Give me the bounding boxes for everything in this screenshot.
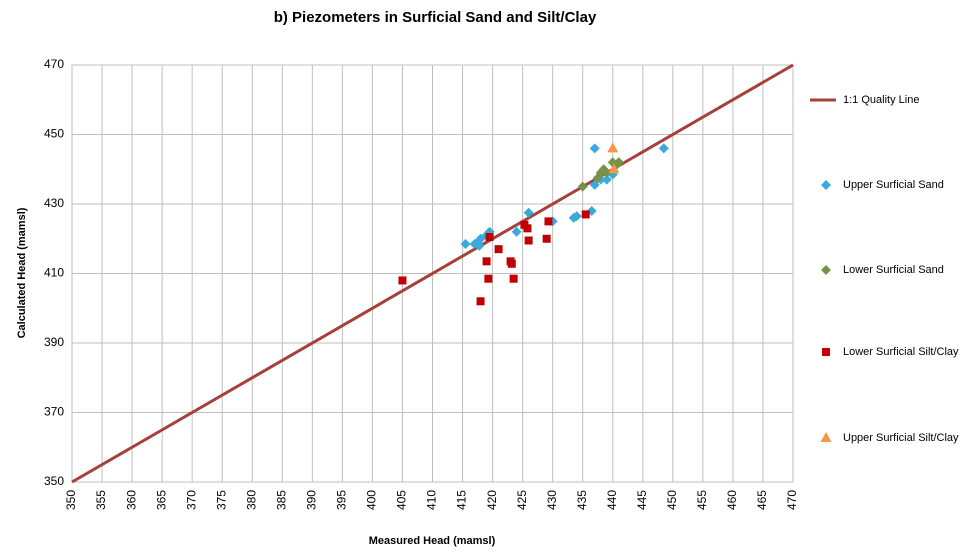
legend-label: 1:1 Quality Line: [843, 94, 919, 106]
point: [507, 259, 516, 268]
x-tick-label: 365: [154, 490, 168, 510]
point: [511, 226, 522, 237]
x-tick-label: 425: [515, 490, 529, 510]
x-tick-label: 420: [485, 490, 499, 510]
x-tick-label: 350: [64, 490, 78, 510]
x-tick-label: 450: [665, 490, 679, 510]
point: [581, 210, 590, 219]
x-tick-label: 385: [274, 490, 288, 510]
x-tick-label: 410: [425, 490, 439, 510]
x-tick-label: 430: [545, 490, 559, 510]
y-tick-label: 430: [44, 196, 64, 210]
point: [613, 157, 624, 168]
legend-swatch: [820, 432, 832, 442]
legend-label: Upper Surficial Sand: [843, 179, 944, 191]
chart-title: b) Piezometers in Surficial Sand and Sil…: [274, 9, 597, 26]
y-tick-label: 350: [44, 474, 64, 488]
x-tick-label: 415: [455, 490, 469, 510]
x-tick-label: 405: [395, 490, 409, 510]
point: [601, 167, 612, 178]
point: [494, 245, 503, 254]
x-tick-label: 445: [635, 490, 649, 510]
plot-border: [71, 64, 794, 483]
x-tick-label: 375: [214, 490, 228, 510]
point: [484, 274, 493, 283]
x-tick-label: 440: [605, 490, 619, 510]
x-tick-label: 460: [725, 490, 739, 510]
legend-swatch: [821, 180, 831, 190]
x-tick-label: 355: [94, 490, 108, 510]
x-tick-label: 360: [124, 490, 138, 510]
legend-label: Lower Surficial Sand: [843, 264, 944, 276]
x-tick-label: 390: [305, 490, 319, 510]
x-axis-title: Measured Head (mamsl): [369, 535, 496, 547]
point: [608, 163, 620, 174]
point: [542, 234, 551, 243]
point: [485, 233, 494, 242]
y-axis-title: Calculated Head (mamsl): [16, 207, 28, 338]
point: [658, 143, 669, 154]
point: [398, 276, 407, 285]
legend-swatch: [822, 348, 830, 356]
point: [544, 217, 553, 226]
x-tick-label: 455: [695, 490, 709, 510]
x-tick-label: 395: [335, 490, 349, 510]
x-tick-label: 380: [244, 490, 258, 510]
x-tick-label: 435: [575, 490, 589, 510]
y-tick-label: 470: [44, 57, 64, 71]
point: [482, 257, 491, 266]
y-tick-label: 390: [44, 335, 64, 349]
point: [460, 238, 471, 249]
point: [607, 142, 619, 153]
x-tick-label: 400: [365, 490, 379, 510]
legend-label: Lower Surficial Silt/Clay: [843, 346, 959, 358]
point: [571, 211, 582, 222]
legend-swatch: [821, 265, 831, 275]
point: [523, 224, 532, 233]
y-tick-label: 370: [44, 405, 64, 419]
x-tick-label: 470: [785, 490, 799, 510]
quality-line: [71, 63, 794, 484]
y-tick-label: 410: [44, 266, 64, 280]
y-tick-label: 450: [44, 127, 64, 141]
point: [524, 236, 533, 245]
x-tick-label: 465: [755, 490, 769, 510]
point: [523, 207, 534, 218]
point: [601, 174, 612, 185]
point: [589, 143, 600, 154]
point: [474, 240, 485, 251]
point: [509, 274, 518, 283]
legend-label: Upper Surficial Silt/Clay: [843, 432, 959, 444]
x-tick-label: 370: [184, 490, 198, 510]
point: [476, 297, 485, 306]
point: [577, 181, 588, 192]
